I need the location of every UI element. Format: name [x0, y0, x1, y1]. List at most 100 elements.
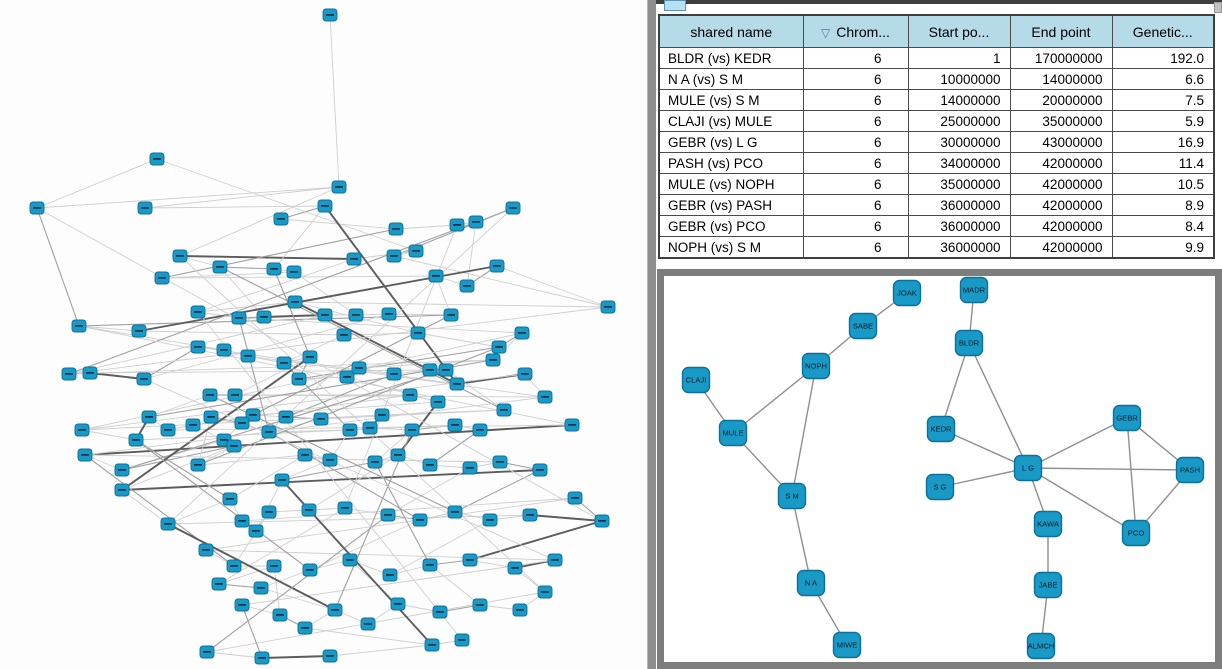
network-node[interactable]	[567, 491, 583, 505]
network-node[interactable]	[447, 418, 463, 432]
network-node[interactable]	[136, 372, 152, 386]
network-node[interactable]	[512, 603, 528, 617]
network-node[interactable]	[424, 638, 440, 652]
subnetwork-node-pco[interactable]: PCO	[1121, 519, 1151, 547]
network-node[interactable]	[302, 563, 318, 577]
subnetwork-node-s-g[interactable]: S G	[925, 473, 955, 501]
network-node[interactable]	[422, 558, 438, 572]
network-node[interactable]	[149, 152, 165, 166]
network-node[interactable]	[160, 517, 176, 531]
network-node[interactable]	[346, 252, 362, 266]
network-node[interactable]	[547, 553, 563, 567]
table-cell[interactable]: 6	[802, 152, 909, 174]
table-cell[interactable]: 6	[802, 47, 909, 69]
network-node[interactable]	[240, 349, 256, 363]
network-node[interactable]	[517, 367, 533, 381]
table-cell[interactable]: 36000000	[907, 194, 1011, 216]
table-cell[interactable]: NOPH (vs) S M	[658, 236, 804, 259]
table-cell[interactable]: 8.4	[1111, 215, 1215, 237]
table-cell[interactable]: 9.9	[1111, 236, 1215, 259]
network-node[interactable]	[273, 212, 289, 226]
subnetwork-node-kawa[interactable]: KAWA	[1033, 510, 1063, 538]
subnetwork-edge[interactable]	[791, 365, 817, 497]
table-cell[interactable]: 10000000	[907, 68, 1011, 90]
network-node[interactable]	[564, 418, 580, 432]
table-cell[interactable]: 42000000	[1009, 194, 1113, 216]
column-header-shared-name[interactable]: shared name	[658, 14, 804, 48]
network-node[interactable]	[266, 262, 282, 276]
network-node[interactable]	[327, 603, 343, 617]
network-node[interactable]	[380, 508, 396, 522]
subnetwork-edge[interactable]	[968, 342, 1029, 469]
table-cell[interactable]: BLDR (vs) KEDR	[658, 47, 804, 69]
network-node[interactable]	[367, 455, 383, 469]
network-node[interactable]	[82, 366, 98, 380]
network-node[interactable]	[360, 617, 376, 631]
network-node[interactable]	[274, 473, 290, 487]
network-node[interactable]	[331, 180, 347, 194]
subnetwork-edge[interactable]	[732, 365, 817, 434]
table-cell[interactable]: 8.9	[1111, 194, 1215, 216]
table-cell[interactable]: MULE (vs) NOPH	[658, 173, 804, 195]
table-cell[interactable]: 35000000	[1009, 110, 1113, 132]
network-node[interactable]	[482, 513, 498, 527]
network-node[interactable]	[472, 423, 488, 437]
network-node[interactable]	[322, 453, 338, 467]
network-node[interactable]	[449, 377, 465, 391]
table-cell[interactable]: 6	[802, 110, 909, 132]
table-cell[interactable]: 6.6	[1111, 68, 1215, 90]
network-node[interactable]	[362, 421, 378, 435]
network-node[interactable]	[485, 353, 501, 367]
table-cell[interactable]: 1	[907, 47, 1011, 69]
subnetwork-node-bldr[interactable]: BLDR	[954, 329, 984, 357]
table-cell[interactable]: 16.9	[1111, 131, 1215, 153]
filter-funnel-icon[interactable]: ▽	[821, 25, 831, 40]
subnetwork-node-gebr[interactable]: GEBR	[1112, 404, 1142, 432]
network-node[interactable]	[339, 370, 355, 384]
network-node[interactable]	[199, 645, 215, 659]
network-node[interactable]	[449, 218, 465, 232]
network-node[interactable]	[190, 340, 206, 354]
table-cell[interactable]: 6	[802, 194, 909, 216]
network-node[interactable]	[404, 423, 420, 437]
network-node[interactable]	[222, 492, 238, 506]
network-node[interactable]	[428, 269, 444, 283]
network-node[interactable]	[447, 505, 463, 519]
subnetwork-node-madr[interactable]: MADR	[959, 276, 989, 304]
subnetwork-node-s-m[interactable]: S M	[777, 482, 807, 510]
table-row[interactable]: GEBR (vs) PCO 6 36000000 42000000 8.4	[658, 215, 1215, 237]
table-row[interactable]: N A (vs) S M 6 10000000 14000000 6.6	[658, 68, 1215, 90]
network-node[interactable]	[459, 279, 475, 293]
network-node[interactable]	[154, 271, 170, 285]
table-cell[interactable]: 6	[802, 173, 909, 195]
subnetwork-edge[interactable]	[940, 342, 970, 430]
network-node[interactable]	[131, 324, 147, 338]
network-node[interactable]	[291, 372, 307, 386]
table-cell[interactable]: 192.0	[1111, 47, 1215, 69]
subnetwork-edge[interactable]	[1126, 417, 1137, 534]
network-node[interactable]	[438, 363, 454, 377]
network-node[interactable]	[492, 455, 508, 469]
network-node[interactable]	[234, 416, 250, 430]
subnetwork-node-n-a[interactable]: N A	[796, 569, 826, 597]
table-cell[interactable]: PASH (vs) PCO	[658, 152, 804, 174]
network-node[interactable]	[198, 543, 214, 557]
network-node[interactable]	[276, 356, 292, 370]
table-row[interactable]: GEBR (vs) L G 6 30000000 43000000 16.9	[658, 131, 1215, 153]
table-cell[interactable]: CLAJI (vs) MULE	[658, 110, 804, 132]
subnetwork-edge[interactable]	[1027, 467, 1137, 534]
network-node[interactable]	[410, 326, 426, 340]
network-node[interactable]	[231, 311, 247, 325]
network-node[interactable]	[505, 201, 521, 215]
network-node[interactable]	[430, 395, 446, 409]
main-network-canvas[interactable]	[0, 0, 647, 669]
network-node[interactable]	[202, 388, 218, 402]
network-node[interactable]	[245, 408, 261, 422]
table-cell[interactable]: GEBR (vs) PASH	[658, 194, 804, 216]
network-node[interactable]	[266, 559, 282, 573]
table-cell[interactable]: 42000000	[1009, 173, 1113, 195]
network-node[interactable]	[74, 423, 90, 437]
network-node[interactable]	[261, 425, 277, 439]
network-node[interactable]	[317, 308, 333, 322]
table-cell[interactable]: 20000000	[1009, 89, 1113, 111]
